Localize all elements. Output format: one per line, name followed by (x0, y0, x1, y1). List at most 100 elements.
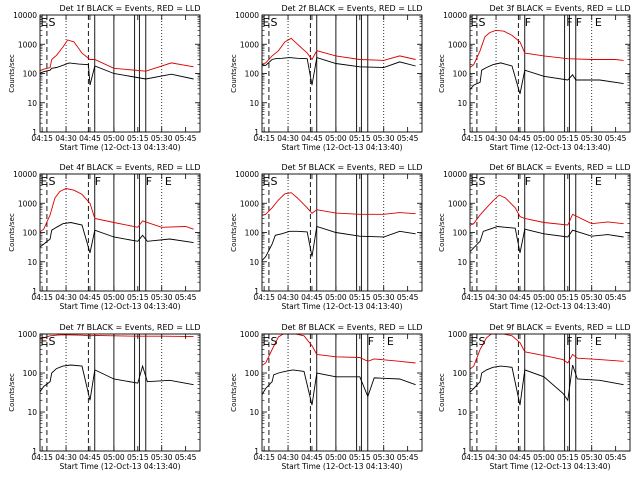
segment-label: S (271, 175, 278, 188)
x-tick-label: 04:45 (79, 134, 101, 143)
x-tick-label: 05:00 (533, 293, 555, 302)
x-tick-label: 04:45 (79, 293, 101, 302)
axes-frame (261, 14, 423, 133)
x-tick-label: 04:15 (461, 134, 483, 143)
x-tick-label: 05:45 (605, 453, 627, 462)
segment-label: E (263, 335, 270, 348)
y-tick-label: 10 (27, 258, 37, 267)
x-tick-label: 04:45 (509, 453, 531, 462)
x-tick-label: 05:00 (325, 293, 347, 302)
segment-label: S (479, 16, 486, 29)
y-tick-label: 1000 (18, 199, 37, 208)
x-axis-label: Start Time (12-Oct-13 04:13:40) (281, 143, 402, 152)
segment-label: E (471, 335, 478, 348)
x-tick-label: 04:15 (461, 453, 483, 462)
x-tick-label: 05:45 (397, 453, 419, 462)
x-tick-label: 04:15 (31, 453, 53, 462)
x-tick-label: 04:15 (253, 453, 275, 462)
series-events-line (262, 225, 416, 262)
x-tick-label: 04:15 (253, 134, 275, 143)
series-lld-line (40, 334, 194, 340)
series-events-line (262, 57, 416, 86)
y-tick-label: 10 (249, 408, 259, 417)
x-axis-label: Start Time (12-Oct-13 04:13:40) (281, 302, 402, 311)
x-tick-label: 04:30 (485, 453, 507, 462)
axes-frame (469, 333, 631, 452)
y-tick-label: 100 (245, 229, 260, 238)
y-tick-label: 10 (249, 258, 259, 267)
x-axis-label: Start Time (12-Oct-13 04:13:40) (59, 143, 180, 152)
x-tick-label: 05:15 (349, 293, 371, 302)
y-tick-label: 10 (27, 408, 37, 417)
x-tick-label: 04:45 (301, 293, 323, 302)
segment-label: E (41, 16, 48, 29)
x-tick-label: 05:30 (373, 293, 395, 302)
segment-label: F (566, 16, 572, 29)
axes-frame (469, 14, 631, 133)
segment-label: E (263, 175, 270, 188)
y-tick-label: 100 (245, 70, 260, 79)
x-axis-label: Start Time (12-Oct-13 04:13:40) (59, 302, 180, 311)
y-axis-label: Counts/sec (8, 373, 16, 412)
series-lld-line (262, 192, 416, 216)
panel-1: Det 1f BLACK = Events, RED = LLD E S 1 10 100… (8, 4, 201, 152)
y-tick-label: 1000 (240, 40, 259, 49)
x-tick-label: 05:30 (151, 134, 173, 143)
segment-label: F (95, 175, 101, 188)
panel-title: Det 4f BLACK = Events, RED = LLD (59, 163, 200, 172)
x-tick-label: 05:00 (325, 134, 347, 143)
x-tick-label: 04:30 (485, 134, 507, 143)
segment-label: S (49, 335, 56, 348)
x-tick-label: 05:00 (533, 453, 555, 462)
y-tick-label: 100 (23, 70, 38, 79)
x-tick-label: 05:15 (557, 293, 579, 302)
x-tick-label: 05:15 (127, 453, 149, 462)
x-tick-label: 04:45 (301, 453, 323, 462)
segment-label: F (576, 16, 582, 29)
y-tick-label: 1 (32, 447, 37, 456)
panel-title: Det 8f BLACK = Events, RED = LLD (281, 323, 422, 332)
x-axis-label: Start Time (12-Oct-13 04:13:40) (281, 462, 402, 471)
series-events-line (40, 364, 194, 401)
y-tick-label: 10 (457, 99, 467, 108)
y-tick-label: 1000 (448, 40, 467, 49)
y-tick-label: 10000 (13, 11, 37, 20)
panel-title: Det 6f BLACK = Events, RED = LLD (489, 163, 630, 172)
segment-label: F (566, 335, 572, 348)
y-tick-label: 1000 (448, 199, 467, 208)
x-tick-label: 05:30 (373, 134, 395, 143)
axes-frame (39, 14, 201, 133)
y-axis-label: Counts/sec (438, 213, 446, 252)
segment-label: E (263, 16, 270, 29)
y-tick-label: 10000 (13, 170, 37, 179)
y-axis-label: Counts/sec (230, 373, 238, 412)
x-tick-label: 05:00 (325, 453, 347, 462)
panel-5: Det 5f BLACK = Events, RED = LLD E S 1 10 100… (230, 163, 423, 311)
segment-label: S (479, 175, 486, 188)
x-tick-label: 05:15 (349, 453, 371, 462)
x-tick-label: 05:00 (103, 134, 125, 143)
segment-label: E (471, 16, 478, 29)
x-tick-label: 04:15 (31, 134, 53, 143)
x-axis-label: Start Time (12-Oct-13 04:13:40) (489, 462, 610, 471)
x-tick-label: 04:30 (277, 293, 299, 302)
series-events-line (470, 62, 624, 95)
series-lld-line (470, 334, 624, 370)
x-tick-label: 04:30 (55, 134, 77, 143)
x-tick-label: 05:30 (581, 134, 603, 143)
x-tick-label: 04:45 (301, 134, 323, 143)
x-tick-label: 05:45 (397, 134, 419, 143)
segment-label: E (595, 175, 602, 188)
panel-title: Det 5f BLACK = Events, RED = LLD (281, 163, 422, 172)
y-axis-label: Counts/sec (8, 213, 16, 252)
y-tick-label: 1 (254, 447, 259, 456)
x-tick-label: 05:45 (397, 293, 419, 302)
x-tick-label: 05:00 (103, 453, 125, 462)
y-tick-label: 100 (453, 229, 468, 238)
x-tick-label: 04:30 (277, 453, 299, 462)
segment-label: E (165, 175, 172, 188)
